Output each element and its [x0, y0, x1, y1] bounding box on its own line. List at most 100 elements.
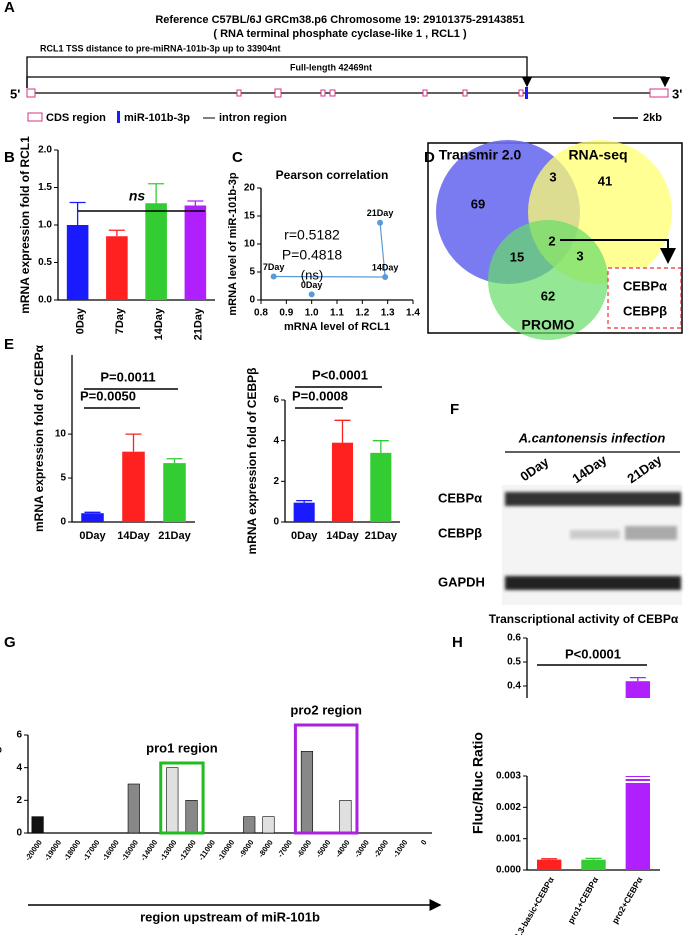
x-tick-label: 0.9 — [279, 308, 293, 319]
annotation: P=0.0008 — [292, 388, 348, 403]
error-bar — [108, 229, 125, 237]
x-tick-label: 0.8 — [254, 308, 268, 319]
bar — [339, 800, 352, 834]
panel-label: E — [4, 336, 14, 353]
y-tick-label: 10 — [244, 239, 256, 250]
y-tick-label: 0 — [273, 517, 279, 528]
blot-bands — [505, 492, 681, 590]
error-bar — [69, 201, 86, 225]
error-bar — [585, 857, 602, 860]
y-tick-label: 0.001 — [496, 833, 521, 844]
annotation: P=0.0050 — [80, 388, 136, 403]
x-tick-label: 0Day — [291, 530, 318, 542]
x-tick-label: -9000 — [237, 838, 255, 859]
x-tick-label: pro1+CEBPα — [565, 874, 600, 925]
lane-label: 0Day — [517, 454, 552, 485]
y-tick-label: 15 — [244, 211, 256, 222]
x-tick-label: -8000 — [256, 838, 274, 859]
bar — [31, 816, 44, 834]
annotation: pro1 region — [146, 740, 218, 755]
three-prime: 3' — [672, 86, 682, 101]
gene-subtitle: ( RNA terminal phosphate cyclase-like 1 … — [213, 28, 467, 40]
region-box — [159, 761, 205, 835]
y-tick-label: 0.002 — [496, 802, 521, 813]
y-axis-label: mRNA level of miR-101b-3p — [227, 172, 239, 316]
x-tick-label: 0Day — [75, 307, 87, 334]
venn-count: 3 — [549, 169, 556, 184]
error-bar — [166, 458, 183, 464]
x-tick-label: 7Day — [114, 307, 126, 334]
legend-label: intron region — [219, 112, 287, 124]
y-tick-label: 0.6 — [507, 633, 521, 644]
y-tick-label: 1.5 — [38, 182, 52, 193]
legend-cds — [27, 112, 43, 122]
bar — [370, 452, 392, 522]
venn-set-label: PROMO — [522, 317, 575, 333]
blot-title: A.cantonensis infection — [518, 430, 666, 445]
x-tick-label: -10000 — [215, 838, 236, 862]
annotation: (ns) — [301, 267, 323, 282]
venn — [436, 140, 672, 340]
x-tick-label: -17000 — [81, 838, 102, 862]
x-tick-label: 21Day — [365, 530, 398, 542]
y-tick-label: 1.0 — [38, 220, 52, 231]
distance-bracket — [26, 56, 533, 88]
five-prime: 5' — [10, 86, 20, 101]
panel-label: B — [4, 149, 15, 166]
result-label: CEBPα — [623, 278, 667, 293]
panel-label: H — [452, 634, 463, 651]
bar — [243, 816, 256, 834]
x-tick-label: 0 — [419, 838, 429, 847]
bar — [106, 236, 128, 300]
bar — [122, 451, 145, 522]
row-label: CEBPα — [438, 490, 482, 505]
x-tick-label: -3000 — [353, 838, 371, 859]
error-bar — [372, 440, 389, 453]
x-axis-label: mRNA level of RCL1 — [284, 321, 390, 333]
venn-count: 3 — [576, 248, 583, 263]
error-bar — [296, 500, 313, 503]
point — [270, 273, 277, 280]
lane-label: 14Day — [569, 452, 610, 487]
annotation: pro2 region — [290, 702, 362, 717]
x-tick-label: 0Day — [79, 530, 106, 542]
error-bar — [187, 200, 204, 206]
error-bar — [629, 676, 646, 682]
x-tick-label: 1.4 — [406, 308, 420, 319]
error-bar — [334, 419, 351, 443]
bar — [536, 859, 562, 870]
y-axis-label: mRNA expression fold of RCL1 — [18, 136, 32, 314]
panel-label: A — [4, 0, 15, 16]
venn-set-label: Transmir 2.0 — [439, 147, 522, 163]
y-tick-label: 6 — [273, 395, 279, 406]
annotation: ns — [129, 188, 146, 204]
x-tick-label: pGL3-basic+CEBPα — [507, 874, 556, 935]
annotation: P<0.0001 — [565, 646, 621, 661]
x-tick-label: -2000 — [372, 838, 390, 859]
x-tick-label: -20000 — [23, 838, 44, 862]
y-tick-label: 4 — [273, 435, 279, 446]
x-tick-label: -19000 — [42, 838, 63, 862]
bar — [331, 442, 354, 522]
row-label: GAPDH — [438, 574, 485, 589]
x-tick-label: 1.2 — [355, 308, 369, 319]
axes — [526, 776, 660, 871]
y-tick-label: 6 — [16, 730, 22, 741]
venn-set-label: RNA-seq — [568, 147, 627, 163]
row-label: CEBPβ — [438, 525, 482, 540]
x-tick-label: pro2+CEBPα — [610, 874, 645, 925]
bar — [184, 205, 207, 300]
annotation: P=0.0011 — [100, 369, 155, 384]
axes — [71, 355, 195, 523]
panel-label: D — [424, 149, 435, 166]
bar — [625, 681, 651, 698]
x-tick-label: -13000 — [158, 838, 179, 862]
axes — [27, 735, 432, 834]
y-tick-label: 10 — [55, 429, 67, 440]
exons — [26, 88, 669, 98]
x-tick-label: -14000 — [139, 838, 160, 862]
y-tick-label: 5 — [249, 267, 255, 278]
point — [308, 291, 315, 298]
bar — [581, 859, 606, 870]
